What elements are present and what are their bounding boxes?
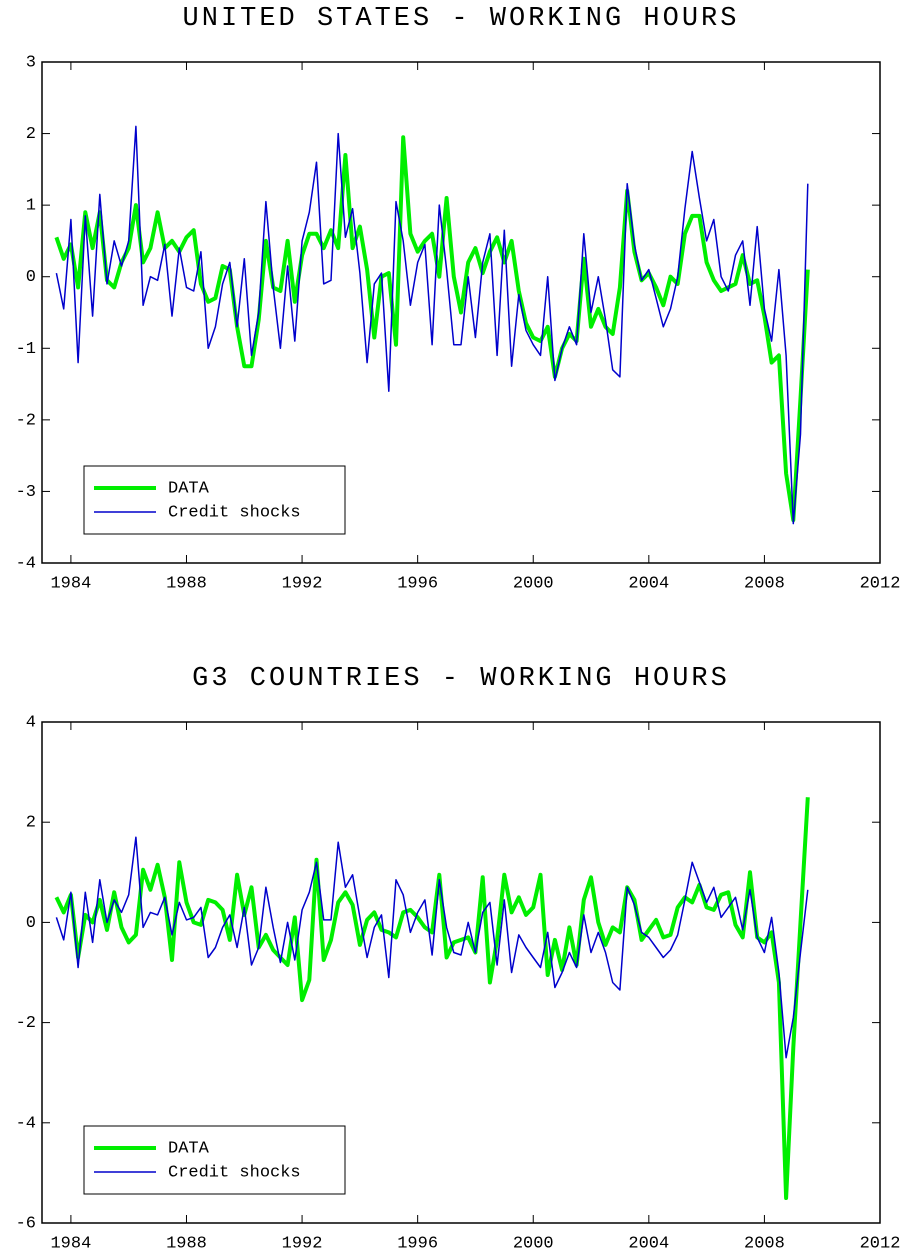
data-line [54, 797, 810, 1200]
x-tick-label: 2000 [513, 1234, 554, 1253]
y-tick-label: -2 [16, 411, 36, 430]
x-tick-label: 1984 [50, 574, 91, 593]
legend-box [83, 465, 346, 535]
x-tick-label: 2012 [860, 574, 901, 593]
x-tick-label: 1988 [166, 574, 207, 593]
x-tick-label: 1988 [166, 1234, 207, 1253]
data-line [54, 135, 810, 523]
x-tick-label: 1992 [282, 574, 323, 593]
chart-title: G3 COUNTRIES - WORKING HOURS [192, 664, 730, 694]
x-tick-label: 2012 [860, 1234, 901, 1253]
x-tick-label: 1996 [397, 1234, 438, 1253]
y-tick-label: -2 [16, 1014, 36, 1033]
plot-frame [41, 61, 881, 564]
y-tick-label: -6 [16, 1214, 36, 1233]
legend-label: Credit shocks [168, 503, 301, 522]
x-tick-label: 2008 [744, 1234, 785, 1253]
y-tick-label: -4 [16, 554, 36, 573]
x-tick-label: 2000 [513, 574, 554, 593]
data-line [55, 836, 809, 1059]
chart-title: UNITED STATES - WORKING HOURS [183, 4, 740, 34]
legend-label: DATA [168, 1139, 210, 1158]
x-tick-label: 1992 [282, 1234, 323, 1253]
x-tick-label: 1984 [50, 1234, 91, 1253]
y-tick-label: 2 [26, 814, 36, 833]
legend-label: Credit shocks [168, 1163, 301, 1182]
data-line [55, 125, 809, 525]
y-tick-label: 4 [26, 713, 36, 732]
plot-frame [41, 721, 881, 1224]
y-tick-label: -4 [16, 1114, 36, 1133]
y-tick-label: 0 [26, 914, 36, 933]
y-tick-label: -3 [16, 483, 36, 502]
y-tick-label: 0 [26, 268, 36, 287]
y-tick-label: 3 [26, 53, 36, 72]
y-tick-label: 1 [26, 197, 36, 216]
x-tick-label: 1996 [397, 574, 438, 593]
x-tick-label: 2004 [628, 574, 669, 593]
x-tick-label: 2008 [744, 574, 785, 593]
y-tick-label: 2 [26, 125, 36, 144]
x-tick-label: 2004 [628, 1234, 669, 1253]
y-tick-label: -1 [16, 340, 36, 359]
legend-box [83, 1125, 346, 1195]
legend-label: DATA [168, 479, 210, 498]
